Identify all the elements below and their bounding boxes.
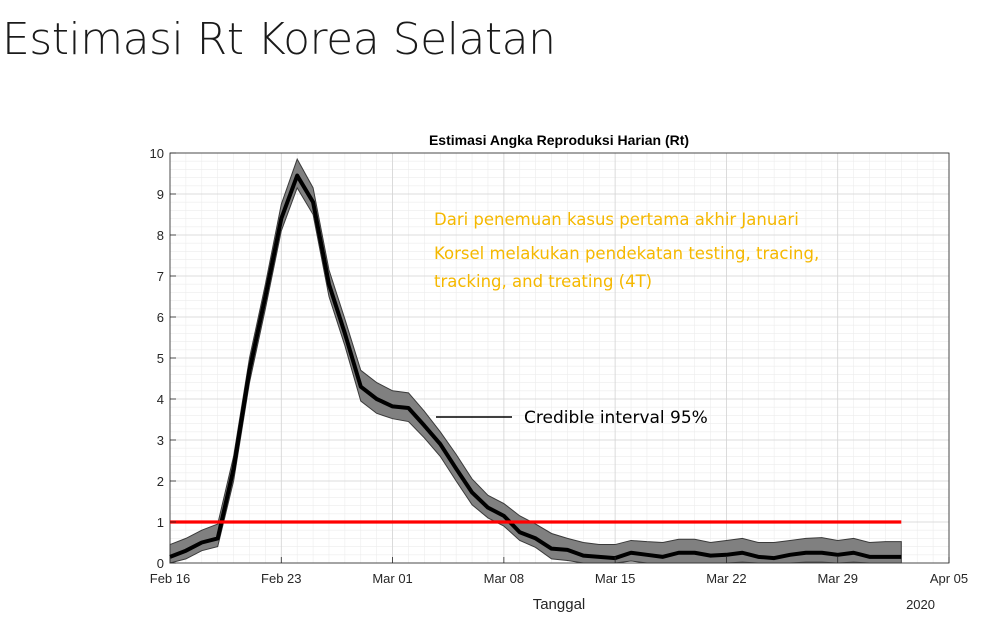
rt-mean-line xyxy=(169,173,902,561)
x-tick-label: Mar 01 xyxy=(372,571,412,586)
y-tick-label: 5 xyxy=(157,351,164,366)
note-line-2: Korsel melakukan pendekatan testing, tra… xyxy=(434,244,819,263)
y-tick-label: 1 xyxy=(157,515,164,530)
y-tick-label: 9 xyxy=(157,187,164,202)
year-label: 2020 xyxy=(906,597,935,612)
x-tick-label: Mar 15 xyxy=(595,571,635,586)
x-tick-label: Apr 05 xyxy=(930,571,968,586)
note-line-1: Dari penemuan kasus pertama akhir Januar… xyxy=(434,210,799,229)
note-line-3: tracking, and treating (4T) xyxy=(434,272,652,291)
y-tick-label: 7 xyxy=(157,269,164,284)
x-axis-label: Tanggal xyxy=(533,596,586,613)
credible-interval-area xyxy=(169,157,902,564)
credible-interval-band xyxy=(169,157,902,564)
y-tick-label: 6 xyxy=(157,310,164,325)
x-tick-label: Mar 22 xyxy=(706,571,746,586)
y-tick-label: 3 xyxy=(157,433,164,448)
ci-label: Credible interval 95% xyxy=(524,408,708,428)
y-tick-label: 10 xyxy=(150,146,164,161)
x-tick-label: Feb 23 xyxy=(261,571,301,586)
slide-title: Estimasi Rt Korea Selatan xyxy=(2,14,556,65)
x-tick-label: Mar 08 xyxy=(484,571,524,586)
x-tick-label: Mar 29 xyxy=(817,571,857,586)
y-tick-label: 0 xyxy=(157,556,164,571)
x-axis-ticks: Feb 16 Feb 23 Mar 01 Mar 08 Mar 15 Mar 22 Mar … xyxy=(150,557,968,586)
y-tick-label: 2 xyxy=(157,474,164,489)
y-axis-ticks: 0 1 2 3 4 5 6 7 8 9 10 xyxy=(150,146,176,571)
y-tick-label: 4 xyxy=(157,392,164,407)
chart-title: Estimasi Angka Reproduksi Harian (Rt) xyxy=(429,132,689,148)
x-tick-label: Feb 16 xyxy=(150,571,190,586)
y-tick-label: 8 xyxy=(157,228,164,243)
rt-series xyxy=(169,173,902,561)
